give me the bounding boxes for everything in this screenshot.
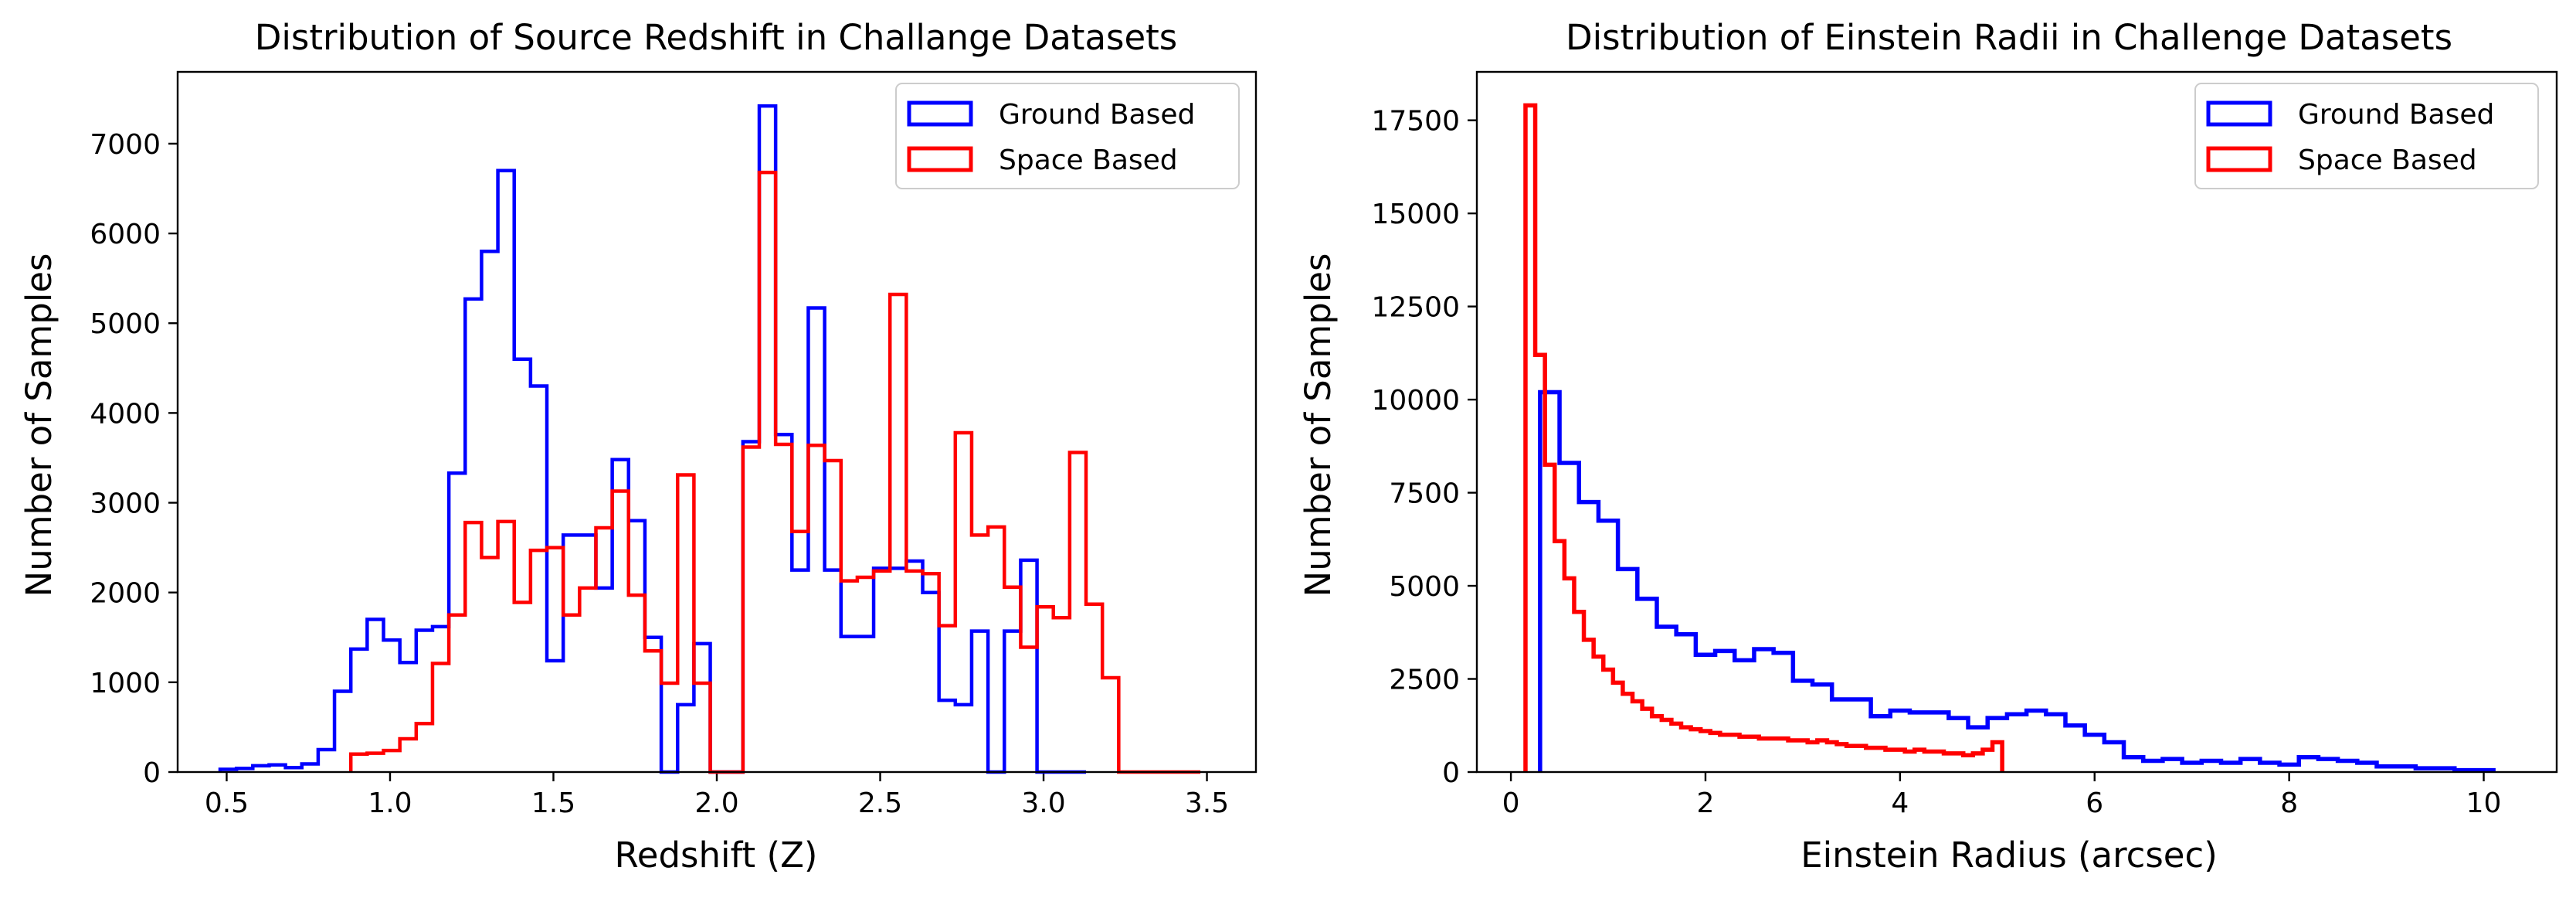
einstein-y-tick-label: 5000: [1389, 571, 1460, 603]
einstein-y-tick-label: 15000: [1371, 199, 1460, 230]
redshift-x-tick-label: 1.5: [531, 787, 575, 819]
redshift-y-tick-label: 2000: [90, 578, 161, 610]
redshift-chart-title: Distribution of Source Redshift in Chall…: [255, 17, 1178, 58]
einstein-space-based-histogram-line: [1523, 103, 2004, 772]
redshift-series-group: [218, 104, 1201, 774]
einstein-x-axis-label: Einstein Radius (arcsec): [1800, 835, 2218, 876]
redshift-x-tick-label: 0.5: [205, 787, 249, 819]
einstein-series-group: [1523, 103, 2496, 773]
redshift-plot-frame: [176, 70, 1257, 774]
einstein-legend-ground-swatch: [2206, 100, 2272, 127]
einstein-x-tick-label: 6: [2086, 787, 2103, 819]
redshift-legend-ground-label: Ground Based: [999, 99, 1195, 131]
redshift-space-based-histogram-line: [348, 170, 1201, 774]
einstein-legend-space-swatch: [2206, 146, 2272, 172]
einstein-x-tick-label: 4: [1891, 787, 1909, 819]
einstein-y-tick-label: 12500: [1371, 292, 1460, 324]
redshift-y-tick-label: 3000: [90, 488, 161, 520]
einstein-plot-frame: [1475, 70, 2558, 774]
redshift-legend-ground-swatch: [907, 100, 973, 127]
einstein-chart-title: Distribution of Einstein Radii in Challe…: [1566, 17, 2452, 58]
redshift-legend: Ground Based Space Based: [895, 83, 1240, 189]
redshift-y-axis-label: Number of Samples: [19, 253, 59, 597]
einstein-y-tick-label: 17500: [1371, 106, 1460, 138]
einstein-y-tick-label: 0: [1442, 757, 1460, 789]
einstein-legend-ground-label: Ground Based: [2298, 99, 2494, 131]
einstein-x-tick-label: 0: [1502, 787, 1520, 819]
einstein-x-tick-label: 2: [1697, 787, 1715, 819]
einstein-x-tick-label: 8: [2280, 787, 2298, 819]
redshift-y-tick-label: 4000: [90, 398, 161, 430]
einstein-legend-space-label: Space Based: [2298, 145, 2477, 176]
einstein-x-tick-label: 10: [2466, 787, 2502, 819]
einstein-axis-ticks: 0 2 4 6 8 10 0 2500 5000 7500 10000 12500 15000 17500: [1371, 106, 2501, 819]
einstein-legend-box: [2194, 83, 2539, 189]
redshift-y-tick-label: 0: [143, 757, 161, 789]
redshift-y-tick-label: 6000: [90, 219, 161, 250]
redshift-y-tick-label: 1000: [90, 668, 161, 699]
einstein-y-axis-label: Number of Samples: [1298, 253, 1339, 597]
redshift-x-tick-label: 2.5: [858, 787, 902, 819]
redshift-x-tick-label: 3.0: [1021, 787, 1065, 819]
redshift-legend-box: [895, 83, 1240, 189]
einstein-y-tick-label: 2500: [1389, 665, 1460, 696]
redshift-x-axis-label: Redshift (Z): [615, 835, 818, 876]
redshift-axis-ticks: 0.5 1.0 1.5 2.0 2.5 3.0 3.5 0 1000 2000 3000 4000 50…: [90, 129, 1229, 819]
einstein-ground-based-histogram-line: [1538, 389, 2496, 773]
redshift-y-tick-label: 7000: [90, 129, 161, 161]
einstein-radius-histogram-panel: Distribution of Einstein Radii in Challe…: [1298, 17, 2558, 876]
redshift-histogram-panel: Distribution of Source Redshift in Chall…: [19, 17, 1257, 876]
redshift-legend-space-label: Space Based: [999, 145, 1178, 176]
redshift-x-tick-label: 1.0: [368, 787, 412, 819]
redshift-x-tick-label: 2.0: [694, 787, 738, 819]
redshift-y-tick-label: 5000: [90, 308, 161, 340]
einstein-legend: Ground Based Space Based: [2194, 83, 2539, 189]
redshift-legend-space-swatch: [907, 146, 973, 172]
einstein-y-tick-label: 7500: [1389, 478, 1460, 510]
einstein-y-tick-label: 10000: [1371, 385, 1460, 417]
redshift-x-tick-label: 3.5: [1185, 787, 1229, 819]
